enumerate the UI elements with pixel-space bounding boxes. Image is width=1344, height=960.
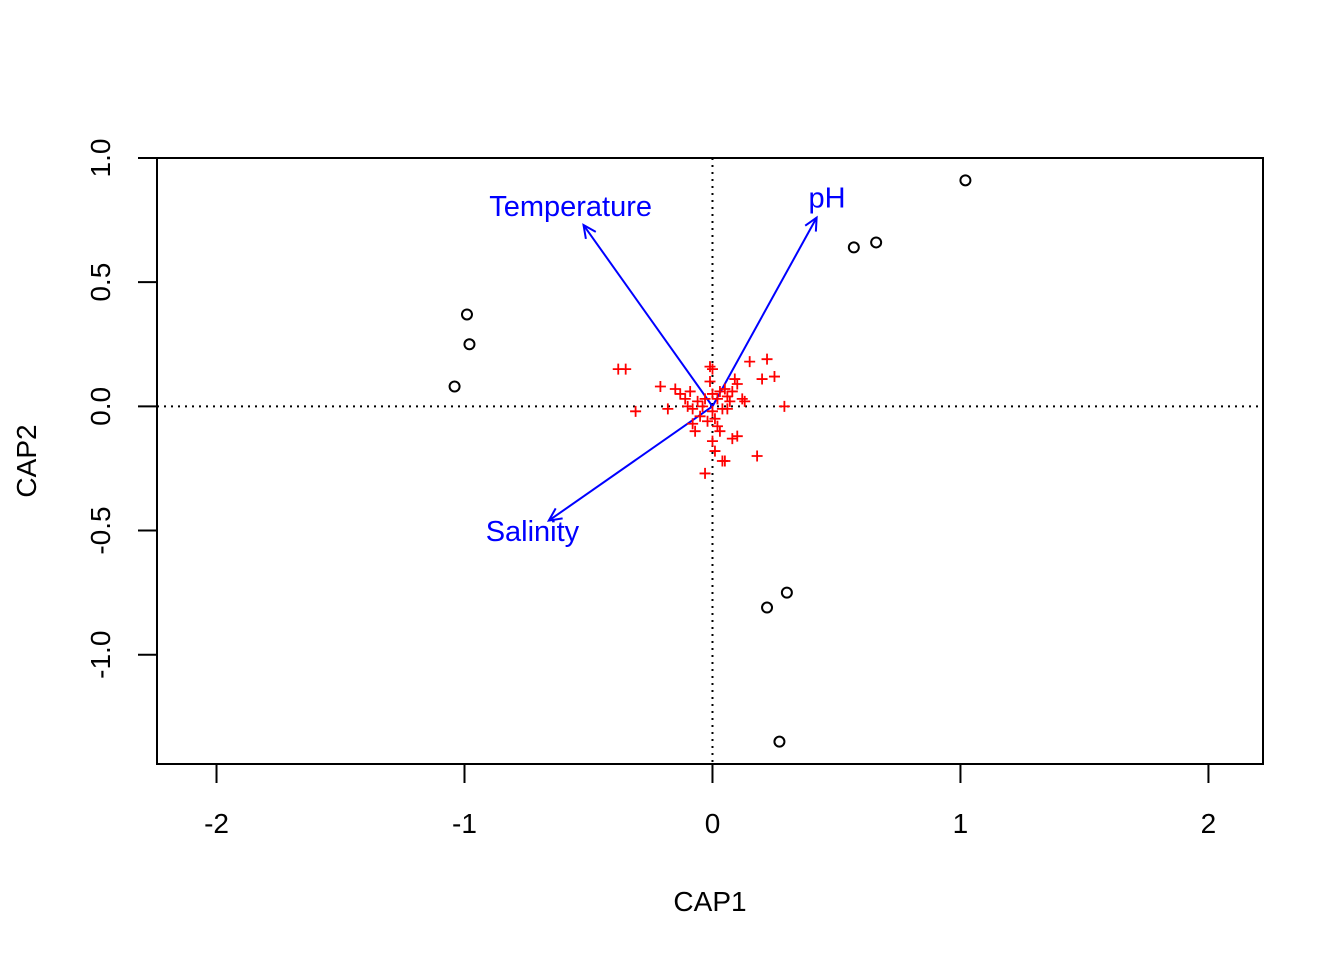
species-point bbox=[702, 415, 714, 427]
vector-arrow bbox=[711, 217, 818, 407]
x-tick-label: 1 bbox=[953, 808, 969, 839]
site-point bbox=[761, 601, 774, 614]
species-point bbox=[706, 363, 718, 375]
species-point bbox=[709, 413, 721, 425]
species-point bbox=[684, 385, 696, 397]
vector-label: Temperature bbox=[489, 191, 652, 223]
y-axis-title: CAP2 bbox=[11, 424, 42, 497]
species-point bbox=[721, 403, 733, 415]
plot-frame bbox=[156, 157, 1264, 765]
vector-label: pH bbox=[809, 183, 846, 215]
species-point bbox=[669, 383, 681, 395]
species-point bbox=[706, 405, 718, 417]
species-point bbox=[714, 425, 726, 437]
x-tick-label: -2 bbox=[204, 808, 229, 839]
species-points bbox=[612, 353, 790, 479]
site-point bbox=[773, 735, 786, 748]
site-point bbox=[448, 380, 461, 393]
species-point bbox=[694, 410, 706, 422]
species-point bbox=[699, 393, 711, 405]
species-point bbox=[630, 405, 642, 417]
species-point bbox=[731, 430, 743, 442]
y-tick-label: -1.0 bbox=[85, 631, 116, 679]
species-point bbox=[756, 373, 768, 385]
species-point bbox=[726, 433, 738, 445]
species-point bbox=[778, 400, 790, 412]
site-point bbox=[959, 174, 972, 187]
y-tick-label: 0.0 bbox=[85, 387, 116, 426]
species-point bbox=[751, 450, 763, 462]
site-point bbox=[460, 308, 473, 321]
species-point bbox=[719, 383, 731, 395]
species-point bbox=[768, 371, 780, 383]
species-point bbox=[736, 393, 748, 405]
species-point bbox=[687, 418, 699, 430]
site-point bbox=[463, 338, 476, 351]
species-point bbox=[744, 356, 756, 368]
species-point bbox=[706, 388, 718, 400]
species-point bbox=[704, 361, 716, 373]
x-tick-label: 2 bbox=[1201, 808, 1217, 839]
vector-arrow bbox=[582, 224, 714, 407]
site-point bbox=[780, 586, 793, 599]
y-tick-label: 1.0 bbox=[85, 139, 116, 178]
x-tick-label: 0 bbox=[705, 808, 721, 839]
species-point bbox=[721, 390, 733, 402]
species-point bbox=[711, 420, 723, 432]
species-point bbox=[761, 353, 773, 365]
reference-lines bbox=[157, 158, 1263, 764]
species-point bbox=[697, 400, 709, 412]
species-point bbox=[674, 388, 686, 400]
species-point bbox=[704, 376, 716, 388]
species-point bbox=[724, 395, 736, 407]
species-point bbox=[699, 467, 711, 479]
x-tick-label: -1 bbox=[452, 808, 477, 839]
vector-arrowhead bbox=[582, 223, 597, 240]
species-point bbox=[706, 435, 718, 447]
x-axis: -2 -1 0 1 2 bbox=[204, 763, 1217, 839]
environmental-vectors: Temperature pH Salinity bbox=[486, 183, 846, 548]
species-point bbox=[620, 363, 632, 375]
species-point bbox=[692, 395, 704, 407]
y-axis: -1.0 -0.5 0.0 0.5 1.0 bbox=[85, 139, 158, 679]
species-point bbox=[689, 425, 701, 437]
site-points bbox=[448, 174, 972, 748]
species-point bbox=[679, 393, 691, 405]
x-axis-title: CAP1 bbox=[673, 886, 746, 917]
y-tick-label: -0.5 bbox=[85, 506, 116, 554]
species-point bbox=[682, 400, 694, 412]
species-point bbox=[687, 403, 699, 415]
species-point bbox=[714, 385, 726, 397]
vector-arrowhead bbox=[546, 507, 563, 522]
vector-label: Salinity bbox=[486, 516, 580, 548]
vector-arrow bbox=[548, 405, 714, 522]
site-point bbox=[847, 241, 860, 254]
species-point bbox=[729, 373, 741, 385]
species-point bbox=[709, 445, 721, 457]
y-tick-label: 0.5 bbox=[85, 263, 116, 302]
species-point bbox=[739, 395, 751, 407]
site-point bbox=[870, 236, 883, 249]
species-point bbox=[726, 385, 738, 397]
species-point bbox=[719, 455, 731, 467]
species-point bbox=[711, 393, 723, 405]
species-point bbox=[654, 380, 666, 392]
species-point bbox=[731, 378, 743, 390]
species-point bbox=[662, 403, 674, 415]
vector-arrowhead bbox=[804, 215, 818, 232]
